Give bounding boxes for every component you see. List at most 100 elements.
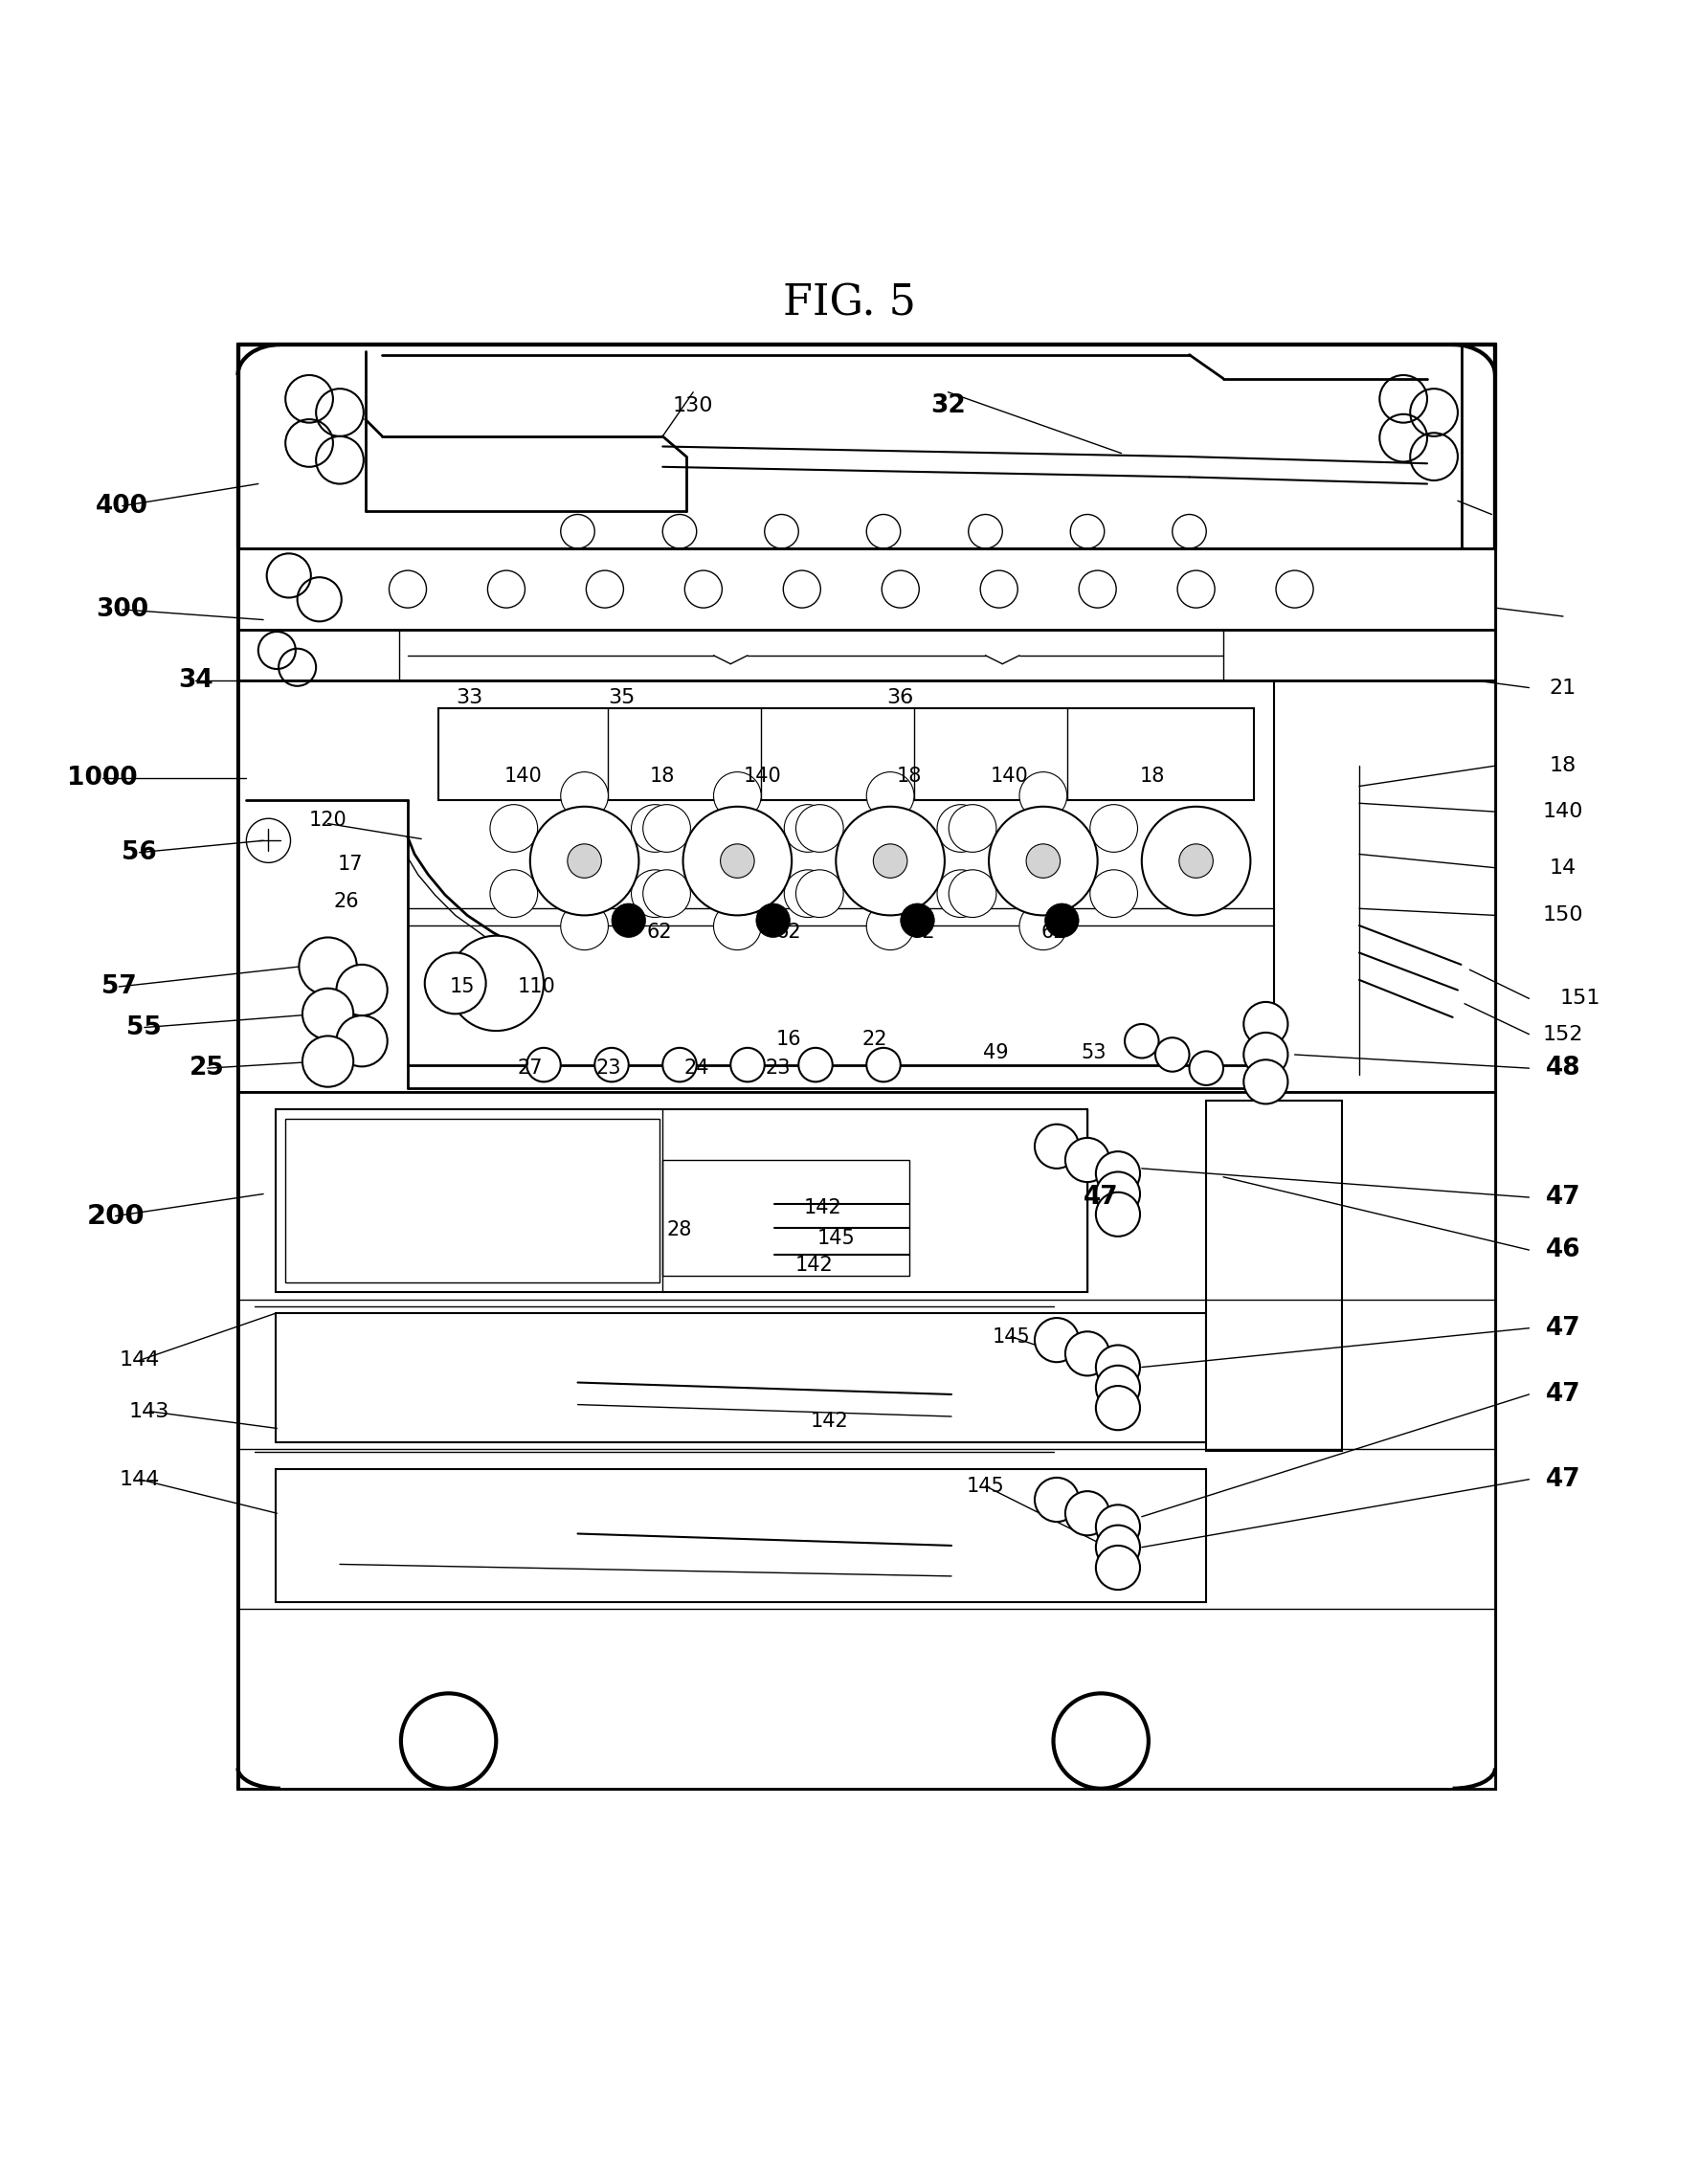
Circle shape	[1096, 1173, 1140, 1216]
Bar	[663, 1160, 909, 1275]
Bar	[285, 1118, 659, 1282]
Text: 22: 22	[863, 1031, 887, 1048]
Text: 400: 400	[97, 494, 148, 518]
Circle shape	[561, 771, 608, 819]
Text: 47: 47	[1084, 1186, 1118, 1210]
Circle shape	[1096, 1524, 1140, 1570]
Circle shape	[302, 989, 353, 1040]
Text: 36: 36	[887, 688, 914, 708]
Circle shape	[1026, 843, 1060, 878]
Circle shape	[1035, 1125, 1079, 1168]
Circle shape	[561, 902, 608, 950]
Circle shape	[1244, 1002, 1288, 1046]
Circle shape	[756, 904, 790, 937]
Text: FIG. 5: FIG. 5	[783, 284, 916, 325]
Circle shape	[795, 804, 843, 852]
Circle shape	[866, 902, 914, 950]
Circle shape	[1096, 1387, 1140, 1431]
Circle shape	[527, 1048, 561, 1081]
Text: 151: 151	[1560, 989, 1600, 1009]
Circle shape	[799, 1048, 833, 1081]
Text: 16: 16	[775, 1031, 802, 1048]
Text: 142: 142	[804, 1199, 841, 1216]
Circle shape	[336, 965, 387, 1016]
Circle shape	[1244, 1059, 1288, 1103]
Circle shape	[1045, 904, 1079, 937]
Circle shape	[1096, 1151, 1140, 1195]
Circle shape	[1091, 804, 1138, 852]
Text: 34: 34	[178, 668, 212, 692]
Text: 145: 145	[992, 1328, 1030, 1345]
Text: 142: 142	[810, 1413, 848, 1431]
Circle shape	[401, 1693, 496, 1789]
Circle shape	[1019, 902, 1067, 950]
Text: 57: 57	[102, 974, 136, 998]
Circle shape	[632, 869, 680, 917]
Circle shape	[948, 804, 996, 852]
Text: 18: 18	[651, 767, 675, 786]
Text: 145: 145	[817, 1230, 855, 1247]
Circle shape	[1142, 806, 1250, 915]
Bar	[275, 1470, 1206, 1601]
Text: 14: 14	[1549, 858, 1577, 878]
Circle shape	[1035, 1317, 1079, 1363]
Circle shape	[530, 806, 639, 915]
Circle shape	[489, 869, 537, 917]
Circle shape	[302, 1035, 353, 1088]
Circle shape	[642, 804, 690, 852]
Bar	[238, 548, 1495, 629]
Circle shape	[642, 869, 690, 917]
Text: 47: 47	[1546, 1315, 1580, 1341]
Circle shape	[720, 843, 754, 878]
Circle shape	[989, 806, 1098, 915]
Text: 47: 47	[1546, 1468, 1580, 1492]
Circle shape	[714, 771, 761, 819]
Circle shape	[1096, 1365, 1140, 1409]
Circle shape	[836, 806, 945, 915]
Circle shape	[873, 843, 907, 878]
Text: 140: 140	[744, 767, 782, 786]
Text: 144: 144	[119, 1470, 160, 1489]
Text: 21: 21	[1549, 677, 1577, 697]
Circle shape	[663, 1048, 697, 1081]
Text: 120: 120	[309, 810, 347, 830]
Bar	[238, 681, 1495, 1092]
Circle shape	[632, 804, 680, 852]
Text: 18: 18	[897, 767, 921, 786]
Text: 33: 33	[455, 688, 483, 708]
Circle shape	[785, 804, 833, 852]
Circle shape	[1179, 843, 1213, 878]
Text: 15: 15	[450, 976, 474, 996]
Text: 48: 48	[1546, 1055, 1580, 1081]
Text: 62: 62	[647, 924, 673, 941]
Text: 23: 23	[766, 1059, 790, 1077]
Text: 53: 53	[1082, 1044, 1106, 1061]
Text: 35: 35	[608, 688, 635, 708]
Text: 130: 130	[673, 395, 714, 415]
Circle shape	[785, 869, 833, 917]
Text: 152: 152	[1543, 1024, 1583, 1044]
Circle shape	[866, 771, 914, 819]
Circle shape	[1125, 1024, 1159, 1057]
Text: 145: 145	[967, 1476, 1004, 1496]
Text: 56: 56	[122, 841, 156, 865]
Text: 62: 62	[911, 924, 936, 941]
Circle shape	[1019, 771, 1067, 819]
Text: 18: 18	[1549, 756, 1577, 775]
Circle shape	[1035, 1479, 1079, 1522]
Text: 46: 46	[1546, 1238, 1580, 1262]
Circle shape	[1096, 1505, 1140, 1548]
Circle shape	[683, 806, 792, 915]
Circle shape	[866, 1048, 900, 1081]
Circle shape	[938, 804, 985, 852]
Text: 28: 28	[668, 1221, 691, 1238]
Circle shape	[567, 843, 601, 878]
Text: 55: 55	[127, 1016, 161, 1040]
Text: 150: 150	[1543, 906, 1583, 924]
Text: 140: 140	[991, 767, 1028, 786]
Text: 18: 18	[1140, 767, 1164, 786]
Bar	[438, 708, 1254, 799]
Bar	[238, 629, 1495, 681]
Text: 143: 143	[129, 1402, 170, 1422]
Circle shape	[1053, 1693, 1149, 1789]
